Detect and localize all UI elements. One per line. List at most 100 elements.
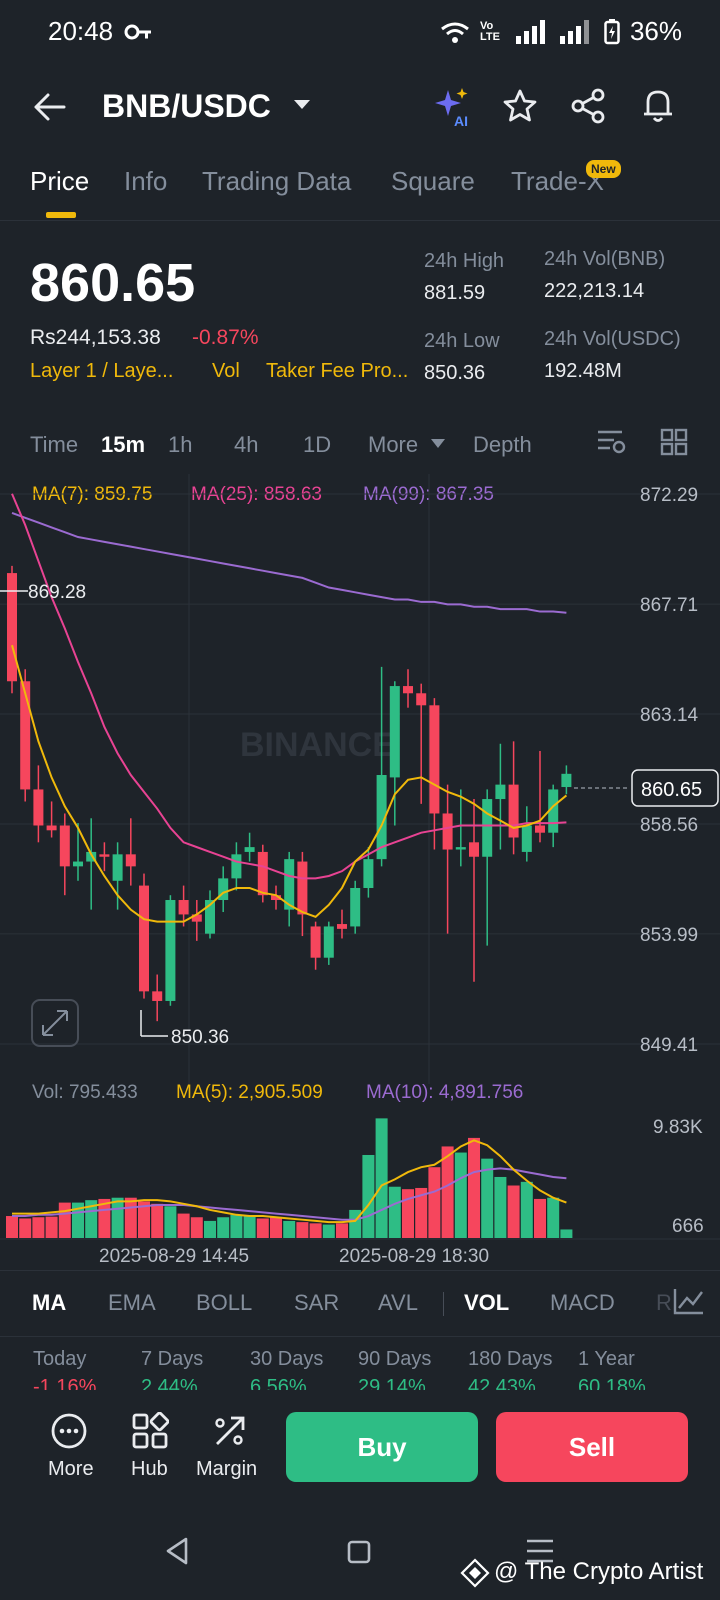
candle-body[interactable] [429,705,440,814]
volume-bar [415,1187,428,1238]
candle-body[interactable] [389,686,400,778]
candle-body[interactable] [33,789,44,826]
candle-body[interactable] [548,789,559,833]
interval-depth[interactable]: Depth [473,432,532,457]
chart-settings-icon[interactable] [596,428,628,456]
margin-icon[interactable] [211,1412,249,1450]
divider-2 [0,1336,720,1337]
candle-body[interactable] [455,847,466,850]
interval-more[interactable]: More [368,432,419,457]
tag-taker-fee[interactable]: Taker Fee Pro... [266,360,409,382]
more-icon[interactable] [50,1412,88,1450]
candle-body[interactable] [521,825,532,852]
hub-icon[interactable] [131,1412,169,1450]
candle-body[interactable] [442,813,453,850]
volume-chart[interactable]: 9.83K 666 [0,1108,720,1240]
indicator-macd[interactable]: MACD [550,1290,615,1315]
pair-title[interactable]: BNB/USDC [102,88,271,124]
tab-square[interactable]: Square [391,166,475,196]
candle-body[interactable] [535,825,545,833]
sell-button[interactable]: Sell [496,1412,688,1482]
candle-body[interactable] [165,900,176,1001]
ma7-line [11,644,568,923]
tab-info[interactable]: Info [124,166,168,196]
interval-15m[interactable]: 15m [101,432,146,457]
perf-7d-value: 2.44% [141,1376,198,1390]
indicator-settings-icon[interactable] [672,1286,706,1316]
nav-home-icon[interactable] [346,1539,372,1565]
perf-today-value: -1.16% [33,1376,97,1390]
more-chevron-icon[interactable] [430,438,446,450]
indicator-avl[interactable]: AVL [378,1290,418,1315]
margin-label[interactable]: Margin [196,1458,258,1480]
candle-body[interactable] [112,854,123,881]
candle-body[interactable] [178,900,189,915]
indicator-vol[interactable]: VOL [464,1290,510,1315]
candle-body[interactable] [7,573,17,682]
candlestick-chart[interactable]: BINANCE 872.29 867.71 863.14 858.56 853.99 84… [0,474,720,1084]
candle-body[interactable] [376,775,387,860]
candle-body[interactable] [271,895,281,901]
candle-body[interactable] [297,861,308,915]
nav-menu-icon[interactable] [525,1538,555,1564]
bell-icon[interactable] [640,86,676,124]
back-arrow-icon[interactable] [32,92,66,122]
interval-4h[interactable]: 4h [234,432,259,457]
star-icon[interactable] [502,88,538,124]
candle-body[interactable] [152,991,163,1001]
candle-body[interactable] [495,784,506,800]
low-marker-label: 850.36 [171,1027,229,1048]
candle-body[interactable] [403,686,413,694]
candle-body[interactable] [284,859,295,910]
share-icon[interactable] [570,88,606,124]
candle-body[interactable] [20,681,31,790]
tag-layer1[interactable]: Layer 1 / Laye... [30,360,174,382]
price-axis-label: 853.99 [640,925,698,946]
candle-body[interactable] [482,799,493,857]
indicator-boll[interactable]: BOLL [196,1290,253,1315]
candle-body[interactable] [323,926,334,958]
ai-sparkle-icon[interactable]: AI [432,86,474,128]
indicator-r[interactable]: R [656,1290,672,1315]
vol-base-value: 222,213.14 [544,280,645,302]
vol-base-label: 24h Vol(BNB) [544,248,666,270]
interval-1h[interactable]: 1h [168,432,193,457]
candle-body[interactable] [205,900,215,934]
candle-body[interactable] [257,851,268,896]
nav-back-icon[interactable] [164,1536,192,1566]
indicator-ma[interactable]: MA [32,1290,67,1315]
candle-body[interactable] [46,825,57,831]
chevron-down-icon[interactable] [292,98,312,112]
candle-body[interactable] [191,914,202,922]
candle-body[interactable] [59,825,70,867]
candle-body[interactable] [350,887,361,927]
candle-body[interactable] [125,854,136,867]
buy-button[interactable]: Buy [286,1412,478,1482]
candle-body[interactable] [244,847,255,852]
candle-body[interactable] [337,924,347,929]
candle-body[interactable] [99,854,110,857]
candle-body[interactable] [561,773,572,788]
candle-body[interactable] [218,878,229,901]
candle-body[interactable] [231,854,242,879]
candle-body[interactable] [86,851,97,862]
hub-label[interactable]: Hub [131,1458,168,1480]
candle-body[interactable] [73,861,83,867]
more-label[interactable]: More [48,1458,94,1480]
candle-body[interactable] [508,784,519,838]
vol-axis-min: 666 [672,1216,704,1237]
tab-price[interactable]: Price [30,166,90,196]
candle-body[interactable] [469,842,479,857]
candle-body[interactable] [139,885,149,992]
indicator-sar[interactable]: SAR [294,1290,340,1315]
candle-body[interactable] [310,926,321,958]
tab-trading-data[interactable]: Trading Data [202,166,352,196]
indicator-ema[interactable]: EMA [108,1290,156,1315]
tag-vol[interactable]: Vol [212,360,240,382]
interval-time[interactable]: Time [30,432,79,457]
grid-layout-icon[interactable] [660,428,688,456]
candle-body[interactable] [363,859,374,888]
candle-body[interactable] [416,693,427,706]
interval-1d[interactable]: 1D [303,432,332,457]
fullscreen-button[interactable] [31,999,79,1047]
